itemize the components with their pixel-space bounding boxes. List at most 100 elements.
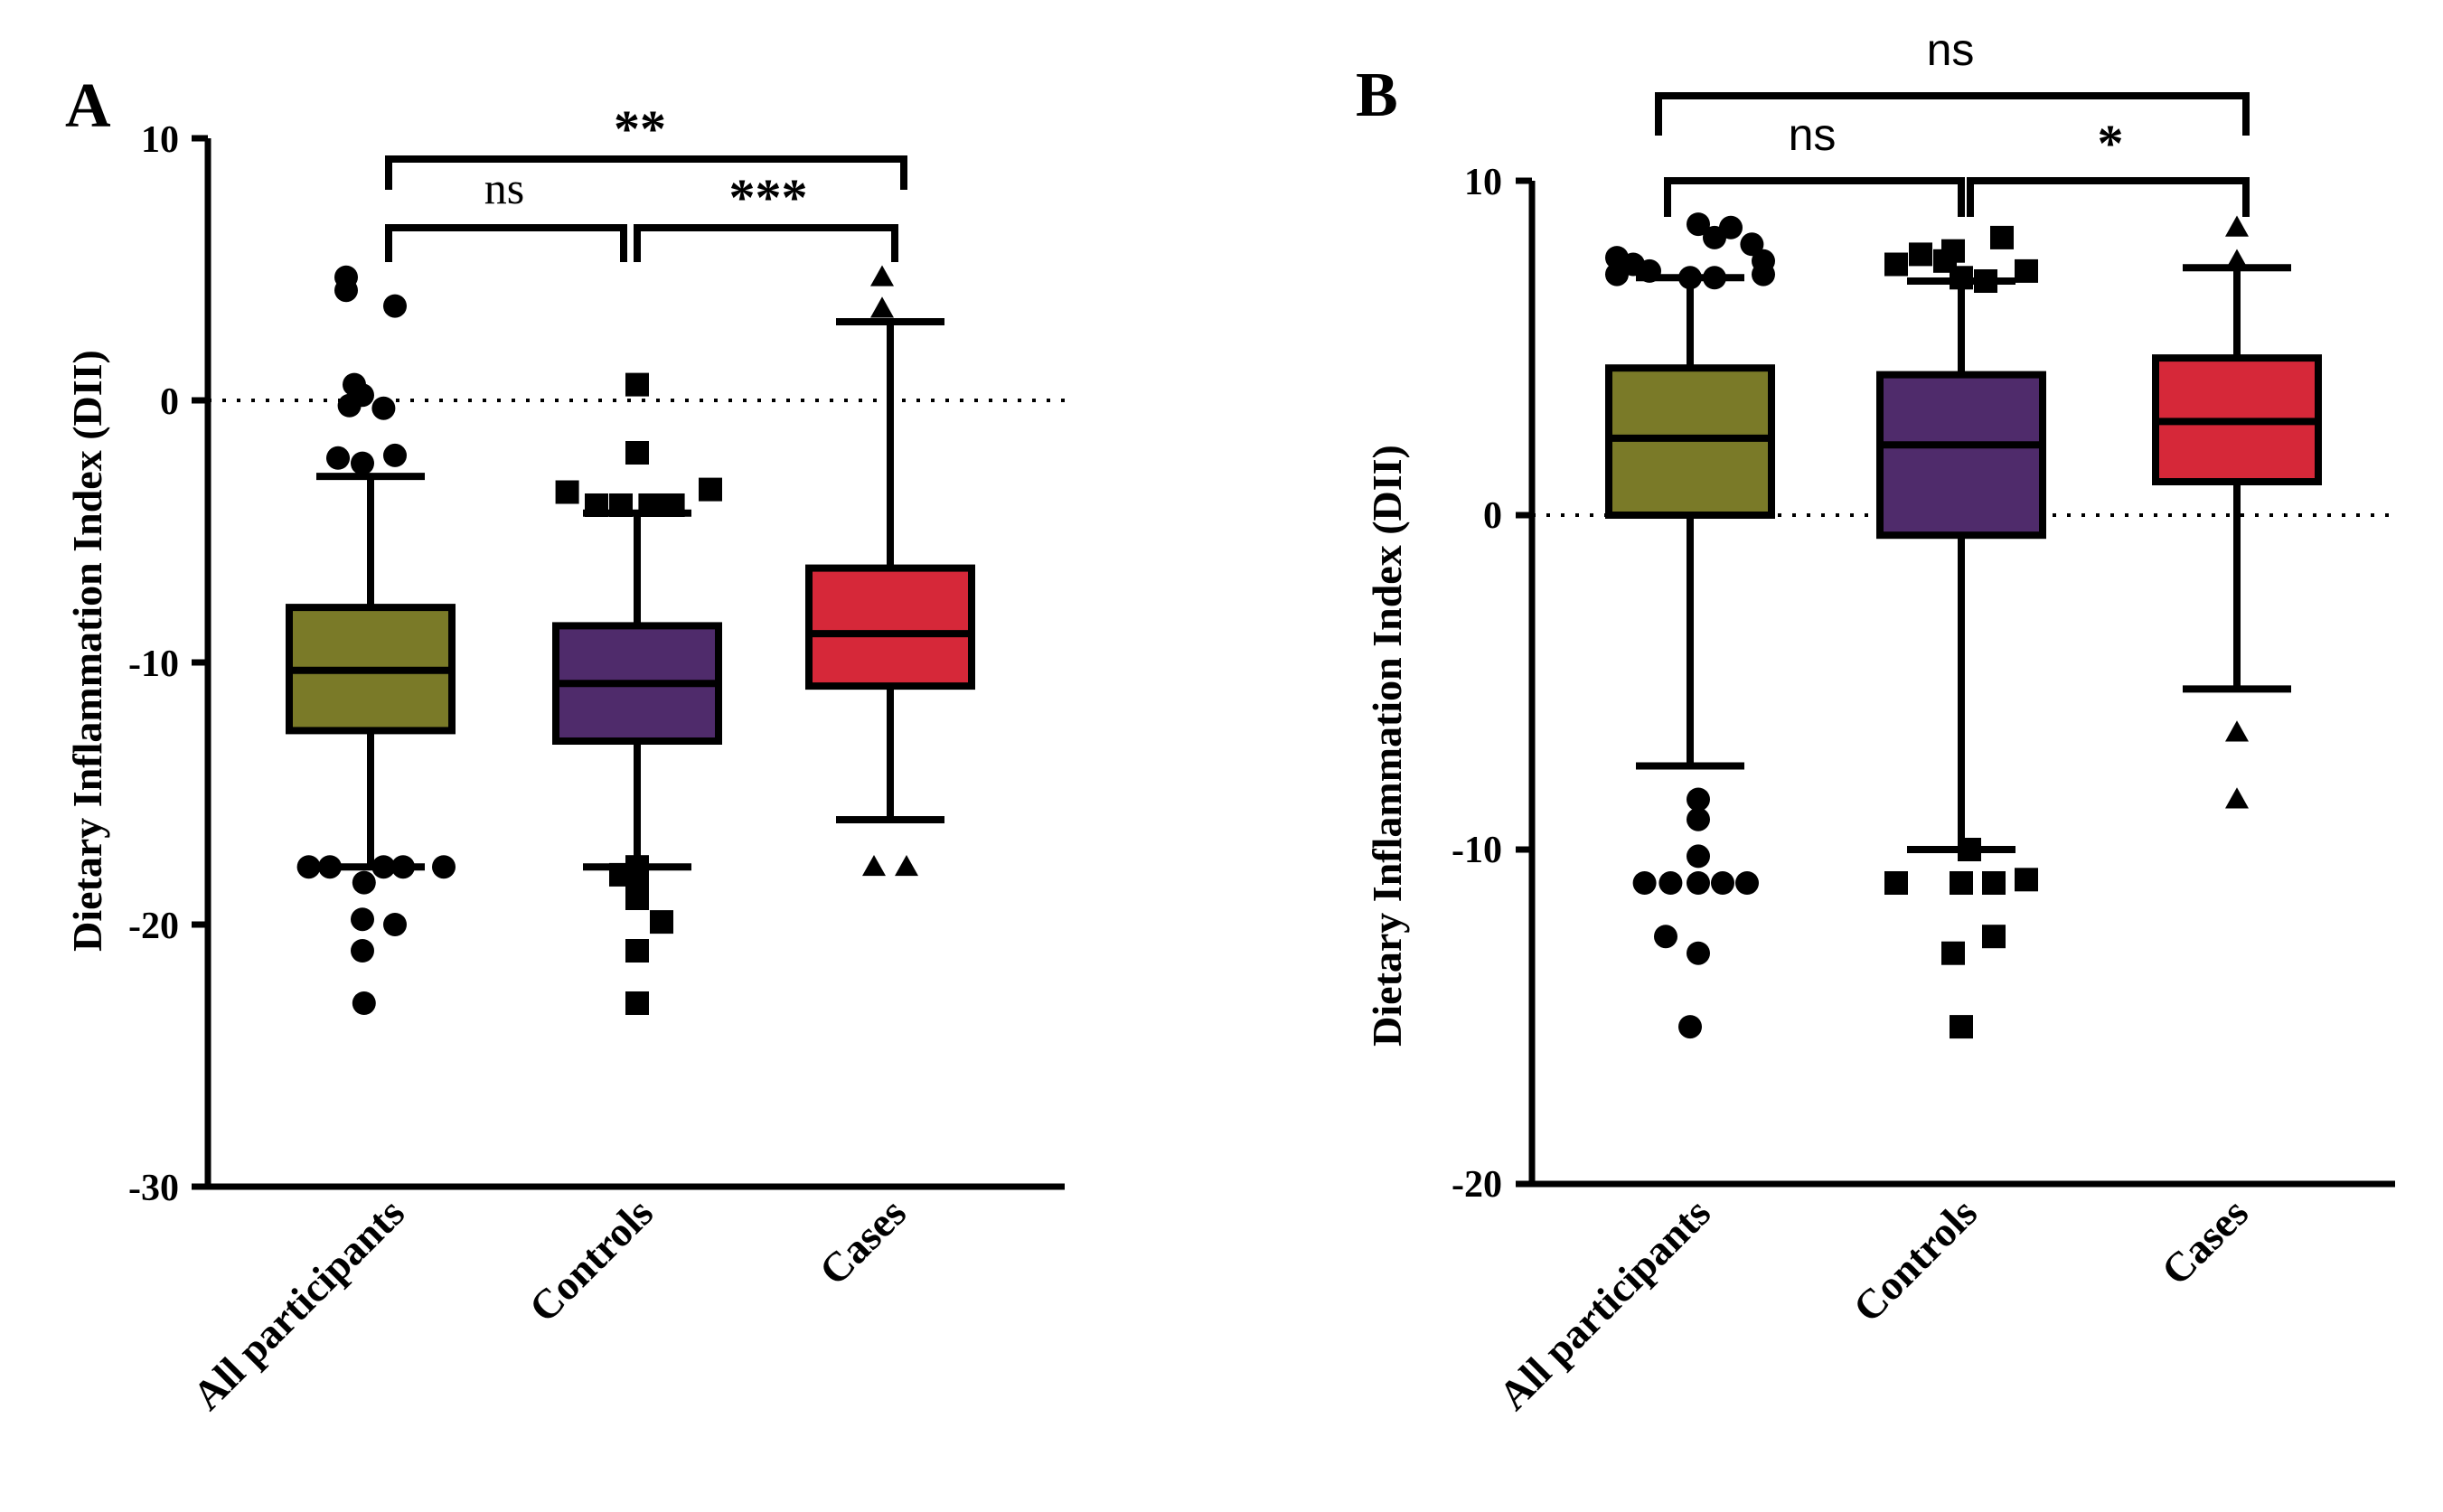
panel-a-significance: ** ns ***	[385, 99, 907, 262]
outlier-point	[383, 443, 407, 467]
outlier-point	[334, 278, 358, 303]
outlier-point	[383, 294, 407, 318]
outlier-point	[1687, 844, 1710, 869]
panel-b-bracket-all-controls	[1664, 177, 1965, 217]
outlier-point	[1687, 212, 1710, 237]
outlier-point	[1990, 225, 2014, 249]
panel-a-sig-label-controls-cases: ***	[729, 168, 808, 227]
outlier-point	[1909, 242, 1932, 267]
outlier-point	[2015, 258, 2038, 283]
outlier-point	[1654, 925, 1677, 949]
panel-a-series-all-participants	[286, 265, 456, 1015]
outlier-point	[326, 446, 350, 470]
outlier-point	[318, 855, 342, 879]
outlier-point	[1687, 807, 1710, 831]
outlier-point	[1884, 871, 1908, 895]
outlier-point	[1687, 871, 1710, 895]
panel-a-y-ticks: 10 0 -10 -20 -30	[128, 119, 179, 1209]
panel-a-y-tick-label: 0	[160, 381, 179, 423]
outlier-point	[1740, 232, 1764, 257]
outlier-point	[1950, 266, 1973, 290]
outlier-point	[352, 870, 376, 895]
outlier-point	[1982, 925, 2006, 949]
outlier-point	[383, 913, 407, 936]
outlier-point	[1703, 266, 1726, 290]
panel-b-y-tick-label: -10	[1452, 830, 1502, 871]
outlier-point	[1958, 838, 1981, 861]
panel-b-bracket-controls-cases	[1967, 177, 2250, 217]
panel-b-category-label: All participants	[1489, 1189, 1719, 1419]
outlier-point	[391, 855, 415, 879]
outlier-point	[1719, 215, 1743, 239]
panel-b-series-cases	[2152, 215, 2322, 809]
outlier-point	[1974, 269, 1997, 293]
panel-a-category-label: Controls	[521, 1189, 662, 1331]
panel-b-sig-label-all-controls: ns	[1789, 109, 1837, 160]
outlier-point	[371, 396, 396, 420]
outlier-point	[337, 393, 362, 418]
outlier-point	[2225, 249, 2249, 270]
outlier-point	[625, 441, 649, 465]
panel-a-y-axis-title: Dietary Inflammation Index (DII)	[64, 350, 110, 952]
outlier-point	[625, 939, 649, 963]
outlier-point	[1950, 871, 1973, 895]
panel-b-significance: ns ns *	[1655, 24, 2250, 217]
outlier-point	[625, 991, 649, 1015]
panel-b: B Dietary Inflammation Index (DII) 10 0 …	[1356, 24, 2395, 1419]
panel-a-y-tick-label: -20	[128, 906, 179, 947]
outlier-point	[638, 493, 662, 517]
panel-b-sig-label-controls-cases: *	[2098, 114, 2124, 173]
outlier-point	[371, 855, 396, 879]
panel-a-sig-label-all-controls: ns	[484, 163, 524, 213]
outlier-point	[1941, 941, 1965, 965]
panel-a-bracket-all-controls	[385, 224, 627, 262]
outlier-point	[1711, 871, 1734, 895]
box	[805, 564, 975, 690]
panel-b-y-tick-label: -20	[1452, 1164, 1502, 1206]
outlier-point	[870, 265, 894, 286]
outlier-point	[1752, 262, 1775, 286]
panel-b-series-all-participants	[1605, 212, 1775, 1039]
outlier-point	[1950, 1015, 1973, 1039]
outlier-point	[661, 493, 685, 517]
panel-a-series-cases	[805, 265, 975, 877]
panel-b-y-tick-label: 10	[1464, 162, 1502, 203]
panel-b-category-label: Cases	[2152, 1189, 2257, 1294]
outlier-point	[1687, 787, 1710, 812]
outlier-point	[2225, 215, 2249, 237]
outlier-point	[699, 477, 722, 502]
outlier-point	[1678, 1015, 1702, 1039]
box	[1876, 371, 2046, 540]
outlier-point	[555, 480, 579, 504]
panel-b-category-label: Controls	[1845, 1189, 1987, 1331]
outlier-point	[2225, 787, 2249, 809]
outlier-point	[1632, 871, 1657, 895]
panel-a-series-controls	[552, 372, 722, 1015]
panel-b-sig-label-all-cases: ns	[1927, 24, 1975, 75]
outlier-point	[296, 855, 321, 879]
outlier-point	[870, 296, 894, 318]
outlier-point	[895, 854, 918, 877]
panel-b-series-controls	[1876, 225, 2046, 1039]
panel-b-y-axis-title: Dietary Inflammation Index (DII)	[1364, 445, 1410, 1047]
outlier-point	[625, 887, 649, 910]
outlier-point	[2015, 868, 2038, 892]
panel-a-category-label: Cases	[810, 1189, 915, 1294]
panel-a-y-tick-label: -10	[128, 643, 179, 685]
panel-b-bracket-all-cases	[1655, 92, 2250, 136]
panel-a-category-labels: All participants Controls Cases	[183, 1189, 915, 1419]
outlier-point	[432, 855, 456, 879]
panel-a-category-label: All participants	[183, 1189, 413, 1419]
outlier-point	[650, 910, 673, 934]
outlier-point	[1678, 266, 1702, 290]
panel-a: A Dietary Inflammation Index (DII) 10 0 …	[64, 71, 1065, 1419]
outlier-point	[1884, 252, 1908, 277]
outlier-point	[1982, 871, 2006, 895]
outlier-point	[351, 939, 374, 963]
panel-a-y-tick-label: -30	[128, 1168, 179, 1209]
outlier-point	[1735, 871, 1759, 895]
outlier-point	[1941, 239, 1965, 263]
outlier-point	[862, 854, 886, 877]
outlier-point	[1658, 871, 1683, 895]
